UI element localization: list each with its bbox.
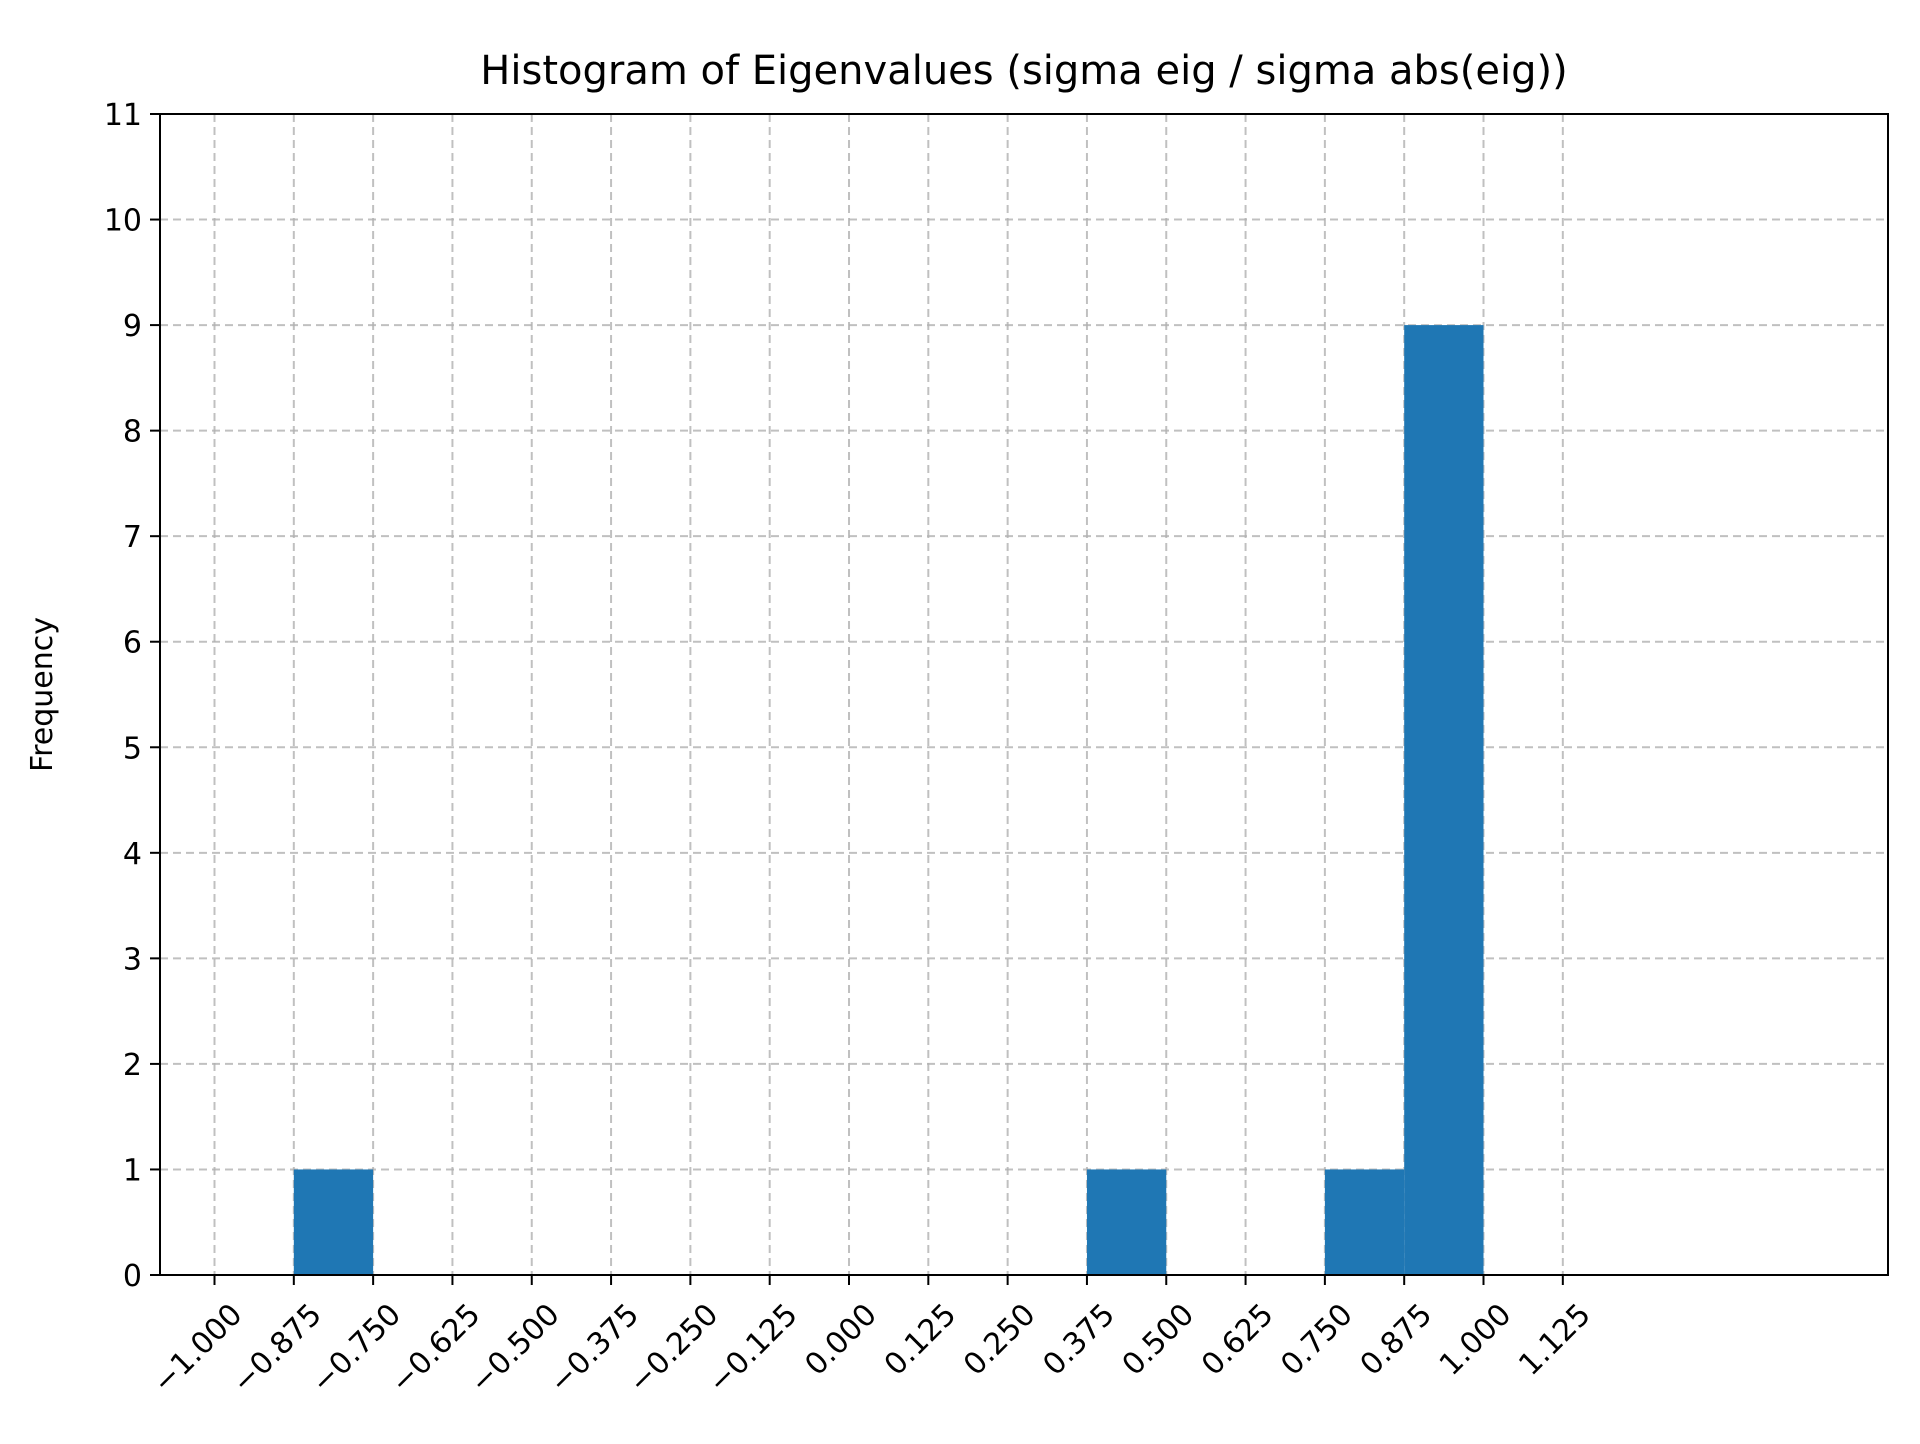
y-tick-label: 2 [123,1048,142,1083]
y-tick-label: 6 [123,626,142,661]
x-tick-label: 1.125 [1512,1297,1597,1382]
x-tick-label: 0.125 [878,1297,963,1382]
y-axis-label: Frequency [25,617,60,772]
y-tick-label: 5 [123,731,142,766]
bars-layer [293,325,1484,1275]
y-tick-label: 9 [123,309,142,344]
x-tick-label: 0.875 [1354,1297,1439,1382]
y-tick-label: 0 [123,1259,142,1294]
x-tick-label: 1.000 [1433,1297,1518,1382]
histogram-bar [1086,1169,1167,1275]
grid-layer [160,113,1888,1276]
histogram-bar [1324,1169,1405,1275]
y-tick-label: 3 [123,942,142,977]
y-tick-label: 8 [123,415,142,450]
x-tick-label: 0.375 [1036,1297,1121,1382]
y-tick-label: 4 [123,837,142,872]
y-tick-label: 11 [104,98,142,133]
x-tick-label: −0.125 [701,1297,804,1400]
y-tick-label: 7 [123,520,142,555]
x-tick-label: 0.625 [1195,1297,1280,1382]
x-tick-label: 0.000 [798,1297,883,1382]
histogram-bar [293,1169,374,1275]
x-tick-label: 0.750 [1274,1297,1359,1382]
x-tick-label: 0.500 [1116,1297,1201,1382]
axes-frame [159,113,1889,1276]
y-tick-label: 10 [104,204,142,239]
chart-title: Histogram of Eigenvalues (sigma eig / si… [480,48,1567,94]
y-tick-label: 1 [123,1153,142,1188]
x-tick-label: 0.250 [957,1297,1042,1382]
histogram-bar [1404,325,1484,1275]
